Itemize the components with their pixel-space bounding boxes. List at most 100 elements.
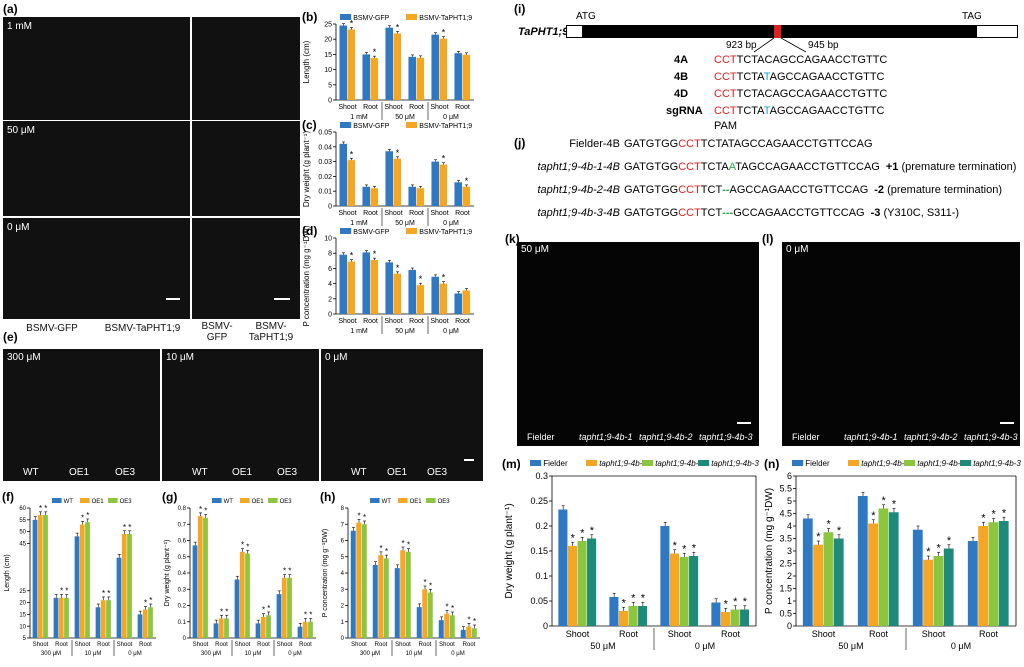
y-tick-label: 0 [183,636,187,642]
legend-label: tapht1;9-4b-1 [599,459,647,468]
seq-part: TCTA [736,54,765,66]
y-tick-label: 0.7 [178,522,187,528]
legend-swatch [642,460,654,466]
seq-part: AGCCAGAACCTGTTC [772,54,888,66]
sig-star: * [81,513,84,522]
y-tick-label: 0.5 [779,609,792,619]
y-tick-label: 20 [19,601,26,607]
sig-star: * [743,596,748,608]
snp-base: C [764,54,773,66]
panel-label-f: (f) [2,490,14,504]
sig-star: * [465,176,469,186]
bar-d [454,293,462,314]
legend-swatch [904,460,916,466]
bar-g [218,618,224,638]
deletion-mark: --- [722,207,734,219]
y-tick-label: 0 [787,621,792,631]
y-tick-label: 1 [341,620,345,626]
legend-swatch [268,498,278,503]
x-tick-label: Shoot [430,104,448,111]
deletion-mark: -- [722,184,730,196]
seq-row-name: 4D [674,88,689,100]
y-tick-label: 3.5 [779,534,792,544]
x-tick-label: Shoot [922,629,946,639]
x-tick-label: Root [363,318,378,325]
bar-g [203,517,208,638]
group-label: 300 μM [201,651,221,657]
bar-h [422,589,428,638]
sig-star: * [827,519,832,531]
bar-b [339,25,347,100]
y-tick-label: 6 [341,539,345,545]
y-tick-label: 5 [787,496,792,506]
x-tick-label: Shoot [439,642,455,648]
legend-label: tapht1;9-4b-1 [861,459,909,468]
bar-g [192,545,198,638]
x-tick-label: Root [455,210,470,217]
bar-c [393,158,402,206]
x-tick-label: Shoot [430,210,448,217]
bar-g [239,551,245,638]
bar-d [439,283,448,314]
x-tick-label: Shoot [384,318,402,325]
pam-seq: CCT [714,88,737,100]
scale-bar [274,298,290,300]
photo-a-1mM-whole: 1 mM [3,17,190,120]
group-label: 50 μM [395,220,415,227]
sig-star: * [107,589,110,598]
caption-a-bsmv-gfp: BSMV-GFP [26,323,78,334]
bar-m [558,509,568,626]
legend-swatch [398,498,408,503]
bar-h [444,613,450,638]
pam-seq: CCT [714,105,737,117]
legend-label: tapht1;9-4b-2 [917,459,965,468]
bar-h [372,564,378,638]
x-tick-label: Shoot [351,642,367,648]
bar-n [933,556,944,626]
bar-h [383,558,389,638]
y-tick-label: 4 [328,281,332,288]
x-tick-label: Root [869,629,889,639]
sig-star: * [892,499,897,511]
sig-star: * [220,607,223,616]
sig-star: * [692,542,697,554]
sig-star: * [288,567,291,576]
legend-swatch [108,498,118,503]
y-tick-label: 2.5 [779,559,792,569]
bar-n [857,496,868,626]
bar-b [462,54,471,100]
pos1-label: 923 bp [726,40,757,51]
bar-d [347,261,356,314]
bar-c [431,161,439,206]
snp-base: T [763,105,770,117]
legend-swatch [212,498,222,503]
seq-part: TCTA [700,161,729,173]
bar-f [64,597,69,638]
group-label: 10 μM [245,651,262,657]
sig-star: * [571,532,576,544]
chart-g: (g) 0 0.1 0.2 0.3 0.4 0.5 0.6 0.7 0.8 Dry weight (… [162,490,316,657]
bar-h [350,530,356,638]
sig-star: * [981,512,986,524]
photo-e-300uM: 300 μM WT OE1 OE3 [3,349,160,481]
panel-label-h: (h) [320,490,335,504]
sig-star: * [590,525,595,537]
insertion-base: A [728,161,736,173]
x-tick-label: Root [409,210,424,217]
bar-d [362,252,370,314]
x-tick-label: Root [363,210,378,217]
y-tick-label: 10 [324,67,332,74]
legend-swatch [80,498,90,503]
mutation-effect: (premature termination) [901,161,1017,173]
gene-name: TaPHT1;9 [518,26,569,38]
sig-star: * [1002,507,1007,519]
y-tick-label: 15 [19,612,26,618]
sig-star: * [401,539,404,548]
sig-star: * [622,597,627,609]
mutation-effect: (premature termination) [887,184,1003,196]
photo-a-50uM-roots [192,121,300,216]
bar-d [408,269,416,314]
legend-swatch [340,122,352,128]
seq-part: TCTA [736,71,764,83]
